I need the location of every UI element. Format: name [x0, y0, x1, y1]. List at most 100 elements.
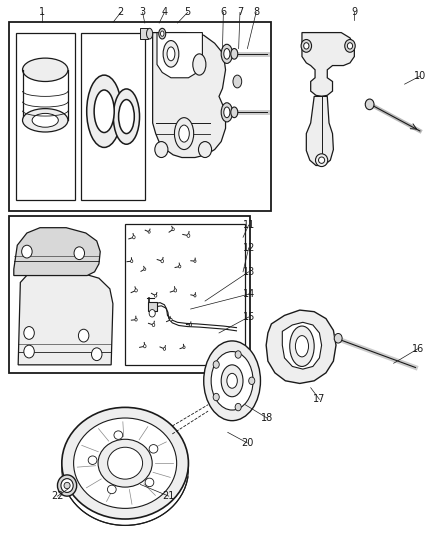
Ellipse shape — [235, 351, 241, 358]
Ellipse shape — [161, 260, 163, 263]
Ellipse shape — [334, 334, 342, 343]
Ellipse shape — [114, 431, 123, 439]
Bar — [10, 216, 250, 373]
Ellipse shape — [62, 414, 188, 526]
Polygon shape — [306, 96, 333, 165]
Text: 14: 14 — [243, 289, 255, 299]
Ellipse shape — [113, 89, 140, 144]
Ellipse shape — [179, 125, 189, 142]
Ellipse shape — [347, 43, 353, 49]
Ellipse shape — [211, 352, 253, 410]
Ellipse shape — [78, 329, 89, 342]
Text: 22: 22 — [51, 491, 64, 501]
Ellipse shape — [235, 403, 241, 411]
Ellipse shape — [94, 90, 114, 133]
Ellipse shape — [227, 373, 237, 388]
Text: 7: 7 — [237, 7, 243, 18]
Text: 15: 15 — [243, 312, 255, 322]
Ellipse shape — [57, 475, 77, 496]
Ellipse shape — [198, 142, 212, 158]
Ellipse shape — [194, 294, 196, 297]
Ellipse shape — [149, 310, 155, 317]
Text: 9: 9 — [351, 7, 357, 18]
Ellipse shape — [315, 154, 328, 166]
Polygon shape — [18, 270, 113, 365]
Text: 6: 6 — [220, 7, 226, 18]
Ellipse shape — [193, 54, 206, 75]
Ellipse shape — [183, 346, 185, 349]
Text: 2: 2 — [118, 7, 124, 18]
Ellipse shape — [131, 260, 133, 263]
Bar — [10, 22, 272, 211]
Ellipse shape — [22, 109, 68, 132]
Ellipse shape — [92, 348, 102, 361]
Polygon shape — [157, 33, 202, 78]
Ellipse shape — [318, 157, 325, 164]
Text: 17: 17 — [313, 394, 325, 405]
Polygon shape — [152, 33, 226, 158]
Ellipse shape — [133, 236, 135, 239]
Ellipse shape — [249, 377, 255, 384]
Ellipse shape — [295, 336, 308, 357]
Ellipse shape — [144, 268, 146, 270]
Ellipse shape — [163, 348, 166, 350]
Ellipse shape — [213, 393, 219, 401]
Text: 4: 4 — [161, 7, 167, 18]
Ellipse shape — [224, 107, 230, 118]
Ellipse shape — [135, 318, 137, 321]
Ellipse shape — [62, 407, 188, 519]
Ellipse shape — [231, 107, 238, 118]
Text: 13: 13 — [243, 267, 255, 277]
Ellipse shape — [221, 365, 243, 397]
Bar — [148, 302, 157, 311]
Text: 1: 1 — [39, 7, 45, 18]
Ellipse shape — [147, 28, 152, 39]
Ellipse shape — [187, 234, 190, 237]
Ellipse shape — [148, 231, 150, 233]
Ellipse shape — [135, 289, 138, 292]
Ellipse shape — [174, 118, 194, 150]
Ellipse shape — [204, 341, 261, 421]
Ellipse shape — [190, 324, 192, 326]
Ellipse shape — [290, 326, 314, 367]
Bar — [81, 33, 145, 200]
Ellipse shape — [108, 447, 143, 479]
Polygon shape — [283, 322, 321, 369]
Text: 12: 12 — [243, 243, 255, 253]
Ellipse shape — [172, 228, 174, 231]
Text: 10: 10 — [414, 71, 426, 81]
Ellipse shape — [221, 44, 233, 63]
Ellipse shape — [144, 345, 146, 348]
Ellipse shape — [174, 289, 177, 292]
Polygon shape — [140, 28, 148, 39]
Ellipse shape — [24, 327, 34, 340]
Ellipse shape — [87, 75, 122, 148]
Ellipse shape — [107, 485, 116, 494]
Ellipse shape — [233, 75, 242, 88]
Ellipse shape — [21, 245, 32, 258]
Ellipse shape — [224, 49, 230, 59]
Ellipse shape — [179, 265, 181, 268]
Ellipse shape — [170, 318, 172, 321]
Ellipse shape — [155, 142, 168, 158]
Ellipse shape — [163, 41, 179, 67]
Ellipse shape — [213, 361, 219, 368]
Text: 3: 3 — [140, 7, 146, 18]
Ellipse shape — [64, 482, 70, 489]
Ellipse shape — [152, 324, 155, 327]
Ellipse shape — [194, 260, 196, 262]
Ellipse shape — [159, 28, 166, 39]
Ellipse shape — [149, 445, 158, 453]
Ellipse shape — [98, 439, 152, 487]
Ellipse shape — [74, 247, 85, 260]
Polygon shape — [302, 33, 354, 96]
Text: 20: 20 — [241, 438, 254, 448]
Ellipse shape — [145, 478, 154, 487]
Ellipse shape — [22, 58, 68, 82]
Ellipse shape — [231, 49, 238, 59]
Ellipse shape — [365, 99, 374, 110]
Ellipse shape — [221, 103, 233, 122]
Text: 18: 18 — [261, 413, 273, 423]
Ellipse shape — [160, 31, 164, 36]
Text: 21: 21 — [162, 491, 175, 501]
